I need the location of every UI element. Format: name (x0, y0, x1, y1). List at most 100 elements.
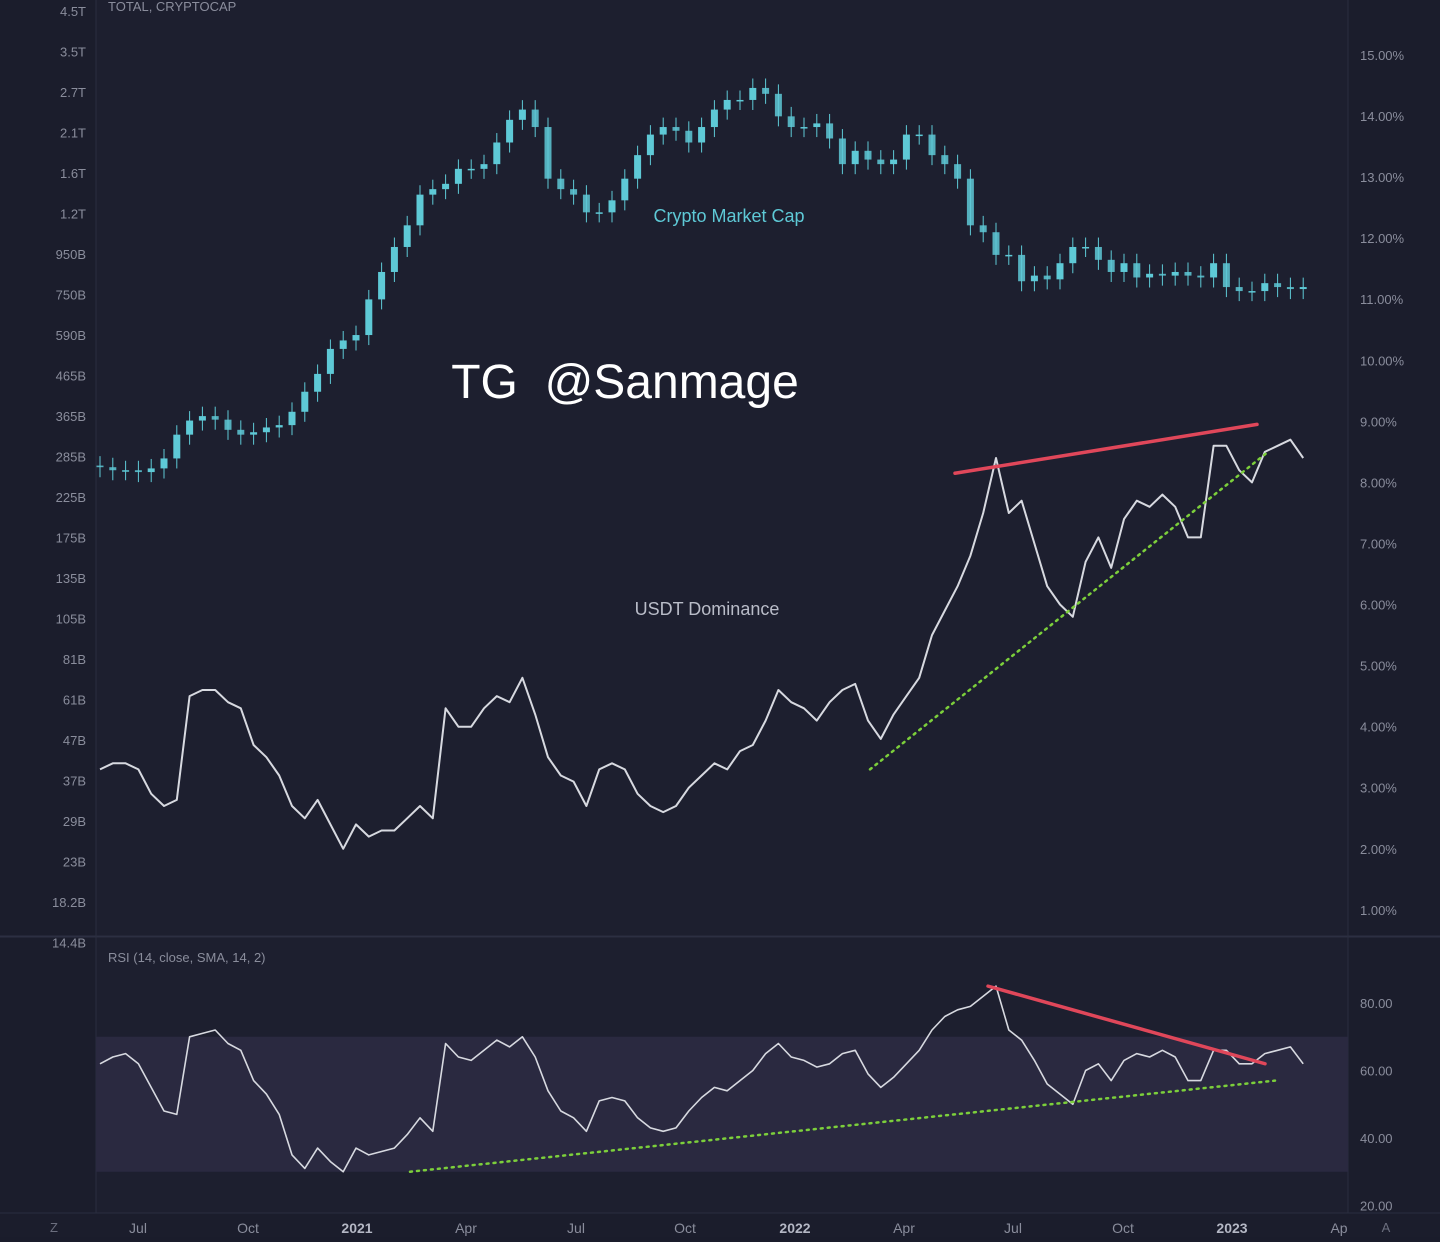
rsi-support-trendline (408, 1079, 1277, 1173)
left-axis-tick-label: 225B (56, 490, 86, 505)
candle-body (774, 93, 782, 117)
candle-body (928, 134, 936, 156)
candle-body (96, 465, 104, 468)
candle-body (237, 429, 245, 435)
candle-body (224, 419, 232, 430)
candle-body (941, 155, 949, 165)
right-axis-ticks: 15.00% 14.00% 13.00% 12.00% 11.00% 10.00% 9.00… (1360, 48, 1405, 918)
candle-body (723, 99, 731, 110)
left-axis-tick-label: 175B (56, 531, 86, 546)
time-axis-tick-label: 2022 (779, 1220, 810, 1236)
candle-body (621, 178, 629, 201)
candle-body (659, 127, 667, 135)
candle-body (339, 340, 347, 349)
candle-body (493, 142, 501, 165)
left-axis-tick-label: 285B (56, 450, 86, 465)
left-axis-tick-label: 47B (63, 733, 86, 748)
chart-title: TOTAL, CRYPTOCAP (108, 0, 236, 14)
right-axis-tick-label: 2.00% (1360, 842, 1397, 857)
right-axis-tick-label: 7.00% (1360, 536, 1397, 551)
right-axis-tick-label: 10.00% (1360, 353, 1405, 368)
candle-body (902, 134, 910, 160)
candle-body (480, 164, 488, 169)
time-axis-tick-label: 2023 (1216, 1220, 1247, 1236)
time-axis-tick-label: Jul (1004, 1220, 1022, 1236)
market-cap-annotation: Crypto Market Cap (653, 206, 804, 226)
candle-body (826, 123, 834, 139)
candle-body (198, 416, 206, 421)
usdt-dominance-line (99, 438, 1305, 850)
right-axis-tick-label: 13.00% (1360, 170, 1405, 185)
candle-body (160, 458, 168, 469)
left-axis-tick-label: 590B (56, 328, 86, 343)
candle-body (186, 420, 194, 435)
candle-body (352, 335, 360, 341)
candle-body (301, 391, 309, 412)
time-axis-tick-label: Jul (567, 1220, 585, 1236)
bottom-left-glyph[interactable]: Z (50, 1220, 58, 1235)
rsi-axis-tick-label: 20.00 (1360, 1199, 1393, 1214)
candle-body (506, 119, 514, 143)
time-axis-tick-label: 2021 (341, 1220, 372, 1236)
time-axis-tick-label: Ap (1330, 1220, 1347, 1236)
candle-body (608, 200, 616, 213)
main-pane (96, 0, 1348, 935)
candle-body (915, 134, 923, 137)
left-axis-tick-label: 105B (56, 612, 86, 627)
rsi-axis-tick-label: 60.00 (1360, 1064, 1393, 1079)
left-axis-tick-label: 1.6T (60, 166, 86, 181)
candle-body (966, 178, 974, 226)
candle-body (851, 150, 859, 165)
left-axis-tick-label: 465B (56, 369, 86, 384)
candle-body (365, 299, 373, 336)
candle-body (454, 168, 462, 184)
candle-body (1056, 263, 1064, 280)
time-axis-tick-label: Oct (1112, 1220, 1134, 1236)
candle-body (1005, 254, 1013, 257)
left-axis-tick-label: 135B (56, 571, 86, 586)
candle-body (557, 178, 565, 190)
rsi-resistance-trendline (986, 984, 1267, 1066)
candle-body (134, 470, 142, 473)
candle-body (595, 212, 603, 214)
right-axis-tick-label: 15.00% (1360, 48, 1405, 63)
candle-body (736, 99, 744, 102)
rsi-band (96, 1036, 1348, 1172)
left-axis-tick-label: 4.5T (60, 4, 86, 19)
bottom-right-glyph[interactable]: A (1382, 1220, 1391, 1235)
candle-body (787, 116, 795, 128)
candle-body (570, 189, 578, 195)
candle-body (1146, 273, 1154, 278)
time-axis-tick-label: Apr (455, 1220, 477, 1236)
candle-body (672, 127, 680, 131)
candle-body (877, 159, 885, 165)
rsi-axis-ticks: 80.00 60.00 40.00 20.00 (1360, 996, 1393, 1214)
candle-body (762, 87, 770, 94)
time-axis-tick-label: Apr (893, 1220, 915, 1236)
left-axis-tick-label: 1.2T (60, 207, 86, 222)
candle-body (1197, 275, 1205, 278)
candle-body (1210, 263, 1218, 278)
candle-body (429, 189, 437, 195)
candle-body (442, 183, 450, 190)
left-axis-tick-label: 37B (63, 774, 86, 789)
candle-body (390, 246, 398, 272)
candle-body (992, 232, 1000, 255)
candle-body (954, 164, 962, 179)
candle-body (890, 159, 898, 165)
candle-body (403, 225, 411, 247)
time-axis-tick-label: Jul (129, 1220, 147, 1236)
left-axis-tick-label: 14.4B (52, 936, 86, 951)
left-axis-tick-label: 365B (56, 409, 86, 424)
left-axis-tick-label: 23B (63, 855, 86, 870)
candle-body (1274, 283, 1282, 288)
time-axis-ticks: Jul Oct 2021 Apr Jul Oct 2022 Apr Jul Oct 2023 Ap (129, 1220, 1348, 1236)
candle-body (813, 123, 821, 128)
candle-body (122, 470, 130, 472)
right-axis-tick-label: 11.00% (1360, 292, 1404, 307)
candle-body (518, 109, 526, 120)
candle-body (1286, 287, 1294, 290)
left-axis-tick-label: 750B (56, 288, 86, 303)
trendlines (408, 422, 1277, 1173)
